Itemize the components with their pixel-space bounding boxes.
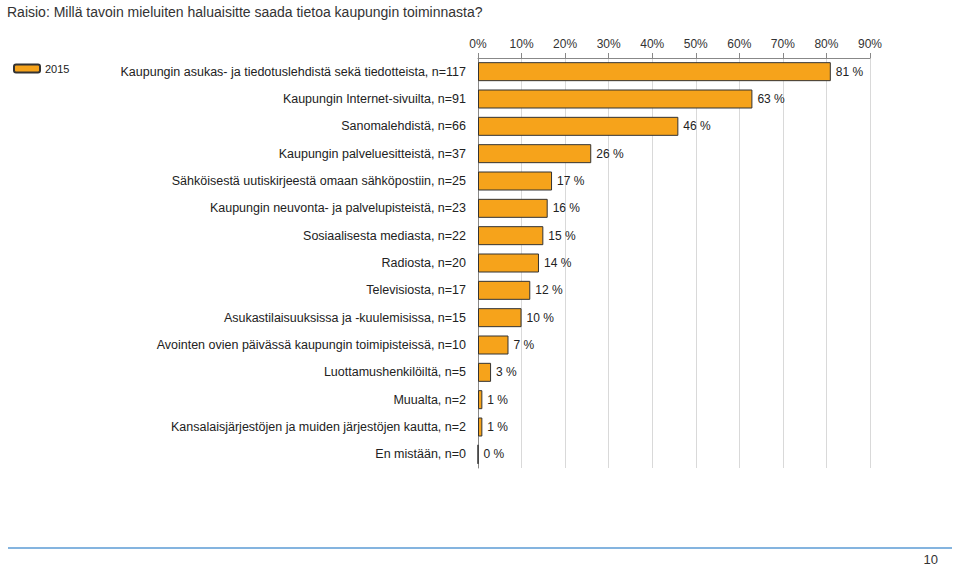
svg-text:1 %: 1 % (487, 420, 508, 434)
svg-text:En mistään, n=0: En mistään, n=0 (375, 447, 466, 461)
svg-text:50%: 50% (684, 37, 708, 51)
svg-text:Kansalaisjärjestöjen ja muiden: Kansalaisjärjestöjen ja muiden järjestöj… (171, 420, 466, 434)
svg-text:Sähköisestä uutiskirjeestä oma: Sähköisestä uutiskirjeestä omaan sähköpo… (172, 174, 466, 188)
svg-text:20%: 20% (553, 37, 577, 51)
svg-text:90%: 90% (858, 37, 882, 51)
svg-text:7 %: 7 % (513, 338, 534, 352)
svg-text:63 %: 63 % (757, 92, 785, 106)
svg-text:10 %: 10 % (527, 311, 555, 325)
svg-text:Luottamushenkilöiltä, n=5: Luottamushenkilöiltä, n=5 (324, 365, 466, 379)
svg-text:26 %: 26 % (596, 147, 624, 161)
svg-text:46 %: 46 % (683, 119, 711, 133)
svg-text:80%: 80% (814, 37, 838, 51)
svg-text:15 %: 15 % (548, 229, 576, 243)
svg-text:14 %: 14 % (544, 256, 572, 270)
svg-text:Radiosta, n=20: Radiosta, n=20 (382, 256, 466, 270)
svg-text:16 %: 16 % (553, 201, 581, 215)
svg-text:0 %: 0 % (484, 447, 505, 461)
svg-text:Kaupungin palveluesitteistä, n: Kaupungin palveluesitteistä, n=37 (279, 147, 466, 161)
svg-text:Avointen ovien päivässä kaupun: Avointen ovien päivässä kaupungin toimip… (157, 338, 466, 352)
svg-text:Sanomalehdistä, n=66: Sanomalehdistä, n=66 (341, 119, 466, 133)
svg-text:Kaupungin Internet-sivuilta, n: Kaupungin Internet-sivuilta, n=91 (283, 92, 466, 106)
svg-text:0%: 0% (469, 37, 487, 51)
svg-text:2015: 2015 (45, 63, 69, 75)
svg-text:81 %: 81 % (836, 65, 864, 79)
svg-text:Raisio: Millä tavoin mieluiten: Raisio: Millä tavoin mieluiten haluaisit… (7, 4, 483, 20)
svg-text:30%: 30% (597, 37, 621, 51)
svg-text:Asukastilaisuuksissa ja -kuule: Asukastilaisuuksissa ja -kuulemisissa, n… (224, 311, 466, 325)
svg-text:Kaupungin neuvonta- ja palvelu: Kaupungin neuvonta- ja palvelupisteistä,… (210, 201, 466, 215)
svg-text:3 %: 3 % (496, 365, 517, 379)
svg-text:60%: 60% (727, 37, 751, 51)
svg-text:1 %: 1 % (487, 393, 508, 407)
svg-text:Kaupungin asukas- ja tiedotusl: Kaupungin asukas- ja tiedotuslehdistä se… (121, 65, 467, 79)
svg-text:Televisiosta, n=17: Televisiosta, n=17 (366, 283, 466, 297)
svg-text:70%: 70% (771, 37, 795, 51)
svg-text:12 %: 12 % (535, 283, 563, 297)
svg-text:40%: 40% (640, 37, 664, 51)
svg-text:17 %: 17 % (557, 174, 585, 188)
svg-text:10: 10 (924, 552, 938, 567)
svg-text:Sosiaalisesta mediasta, n=22: Sosiaalisesta mediasta, n=22 (303, 229, 466, 243)
svg-text:Muualta, n=2: Muualta, n=2 (393, 393, 466, 407)
svg-text:10%: 10% (510, 37, 534, 51)
